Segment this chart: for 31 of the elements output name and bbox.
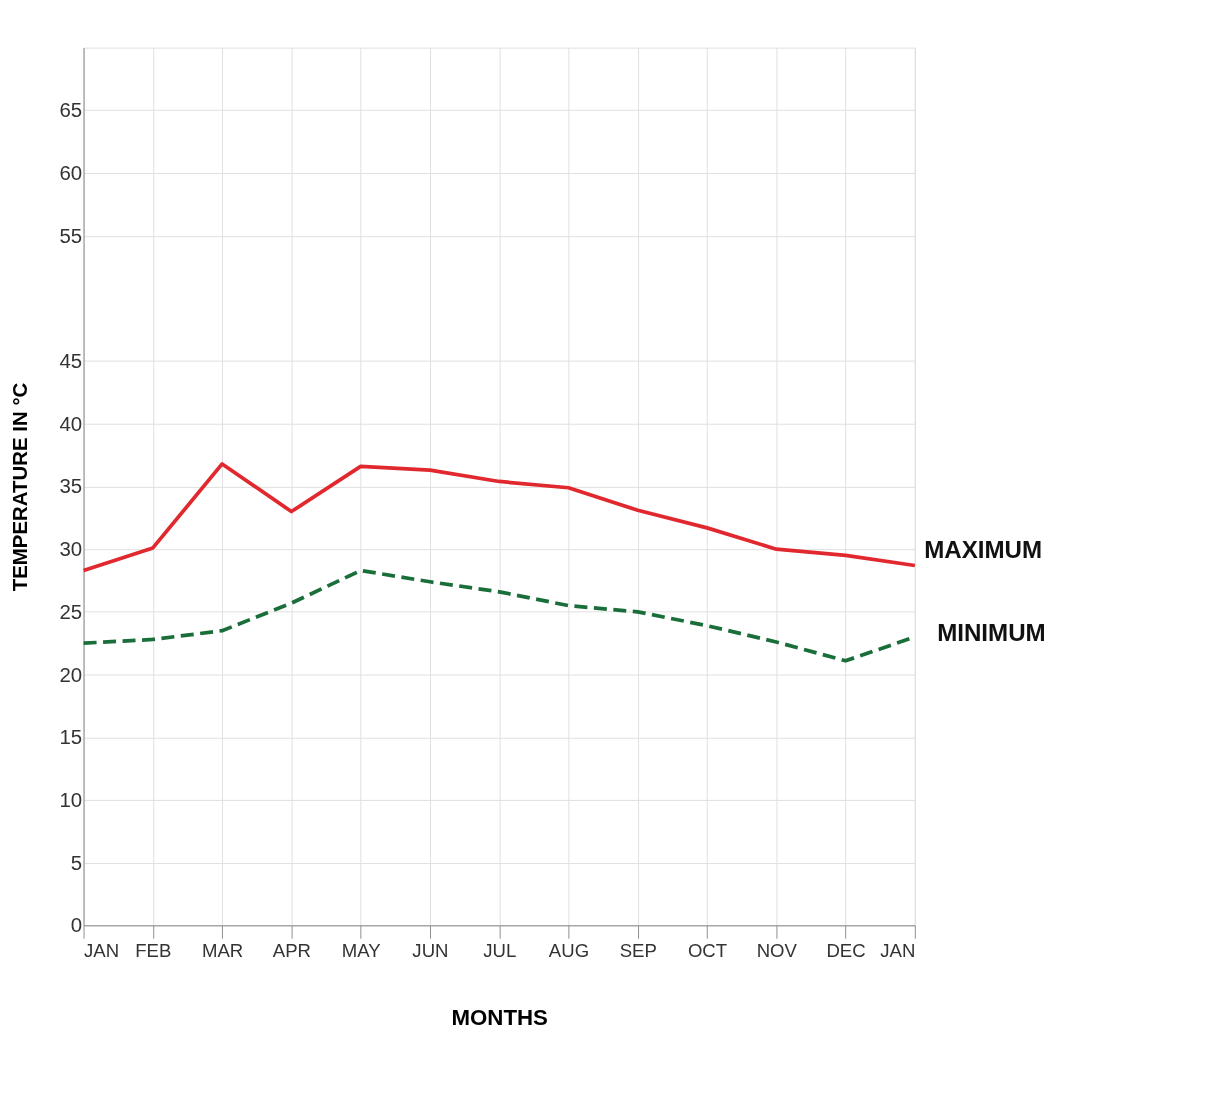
y-tick-label: 60 (59, 161, 83, 184)
x-tick-label: MAY (341, 940, 381, 962)
y-tick-label: 5 (70, 851, 83, 874)
x-tick-label: SEP (619, 940, 657, 962)
y-tick-label: 65 (59, 99, 83, 122)
y-tick-label: 55 (59, 224, 83, 247)
y-tick-label: 0 (70, 914, 83, 937)
x-tick-label: JAN (84, 940, 120, 962)
series-label: MINIMUM (937, 618, 1046, 646)
x-tick-label: AUG (548, 940, 590, 962)
y-tick-label: 20 (59, 663, 83, 686)
x-tick-label: APR (272, 940, 311, 962)
x-tick-label: DEC (826, 940, 866, 962)
x-tick-label: JUN (412, 940, 449, 962)
x-tick-label: JUL (483, 940, 517, 962)
series-label: MAXIMUM (924, 536, 1043, 564)
y-tick-label: 35 (59, 475, 83, 498)
y-tick-label: 25 (59, 600, 83, 623)
y-tick-label: 10 (59, 788, 83, 811)
y-tick-label: 40 (59, 412, 83, 435)
x-tick-label: MAR (201, 940, 244, 962)
x-tick-label: FEB (135, 940, 172, 962)
x-tick-label: OCT (687, 940, 728, 962)
y-tick-label: 30 (59, 538, 83, 561)
x-tick-label: JAN (880, 940, 916, 962)
x-tick-label: NOV (756, 940, 798, 962)
line-series (81, 462, 917, 573)
x-axis-title: MONTHS (451, 1005, 548, 1031)
y-axis-title: TEMPERATURE IN °C (8, 382, 31, 592)
y-tick-label: 45 (59, 350, 83, 373)
y-tick-label: 15 (59, 726, 83, 749)
